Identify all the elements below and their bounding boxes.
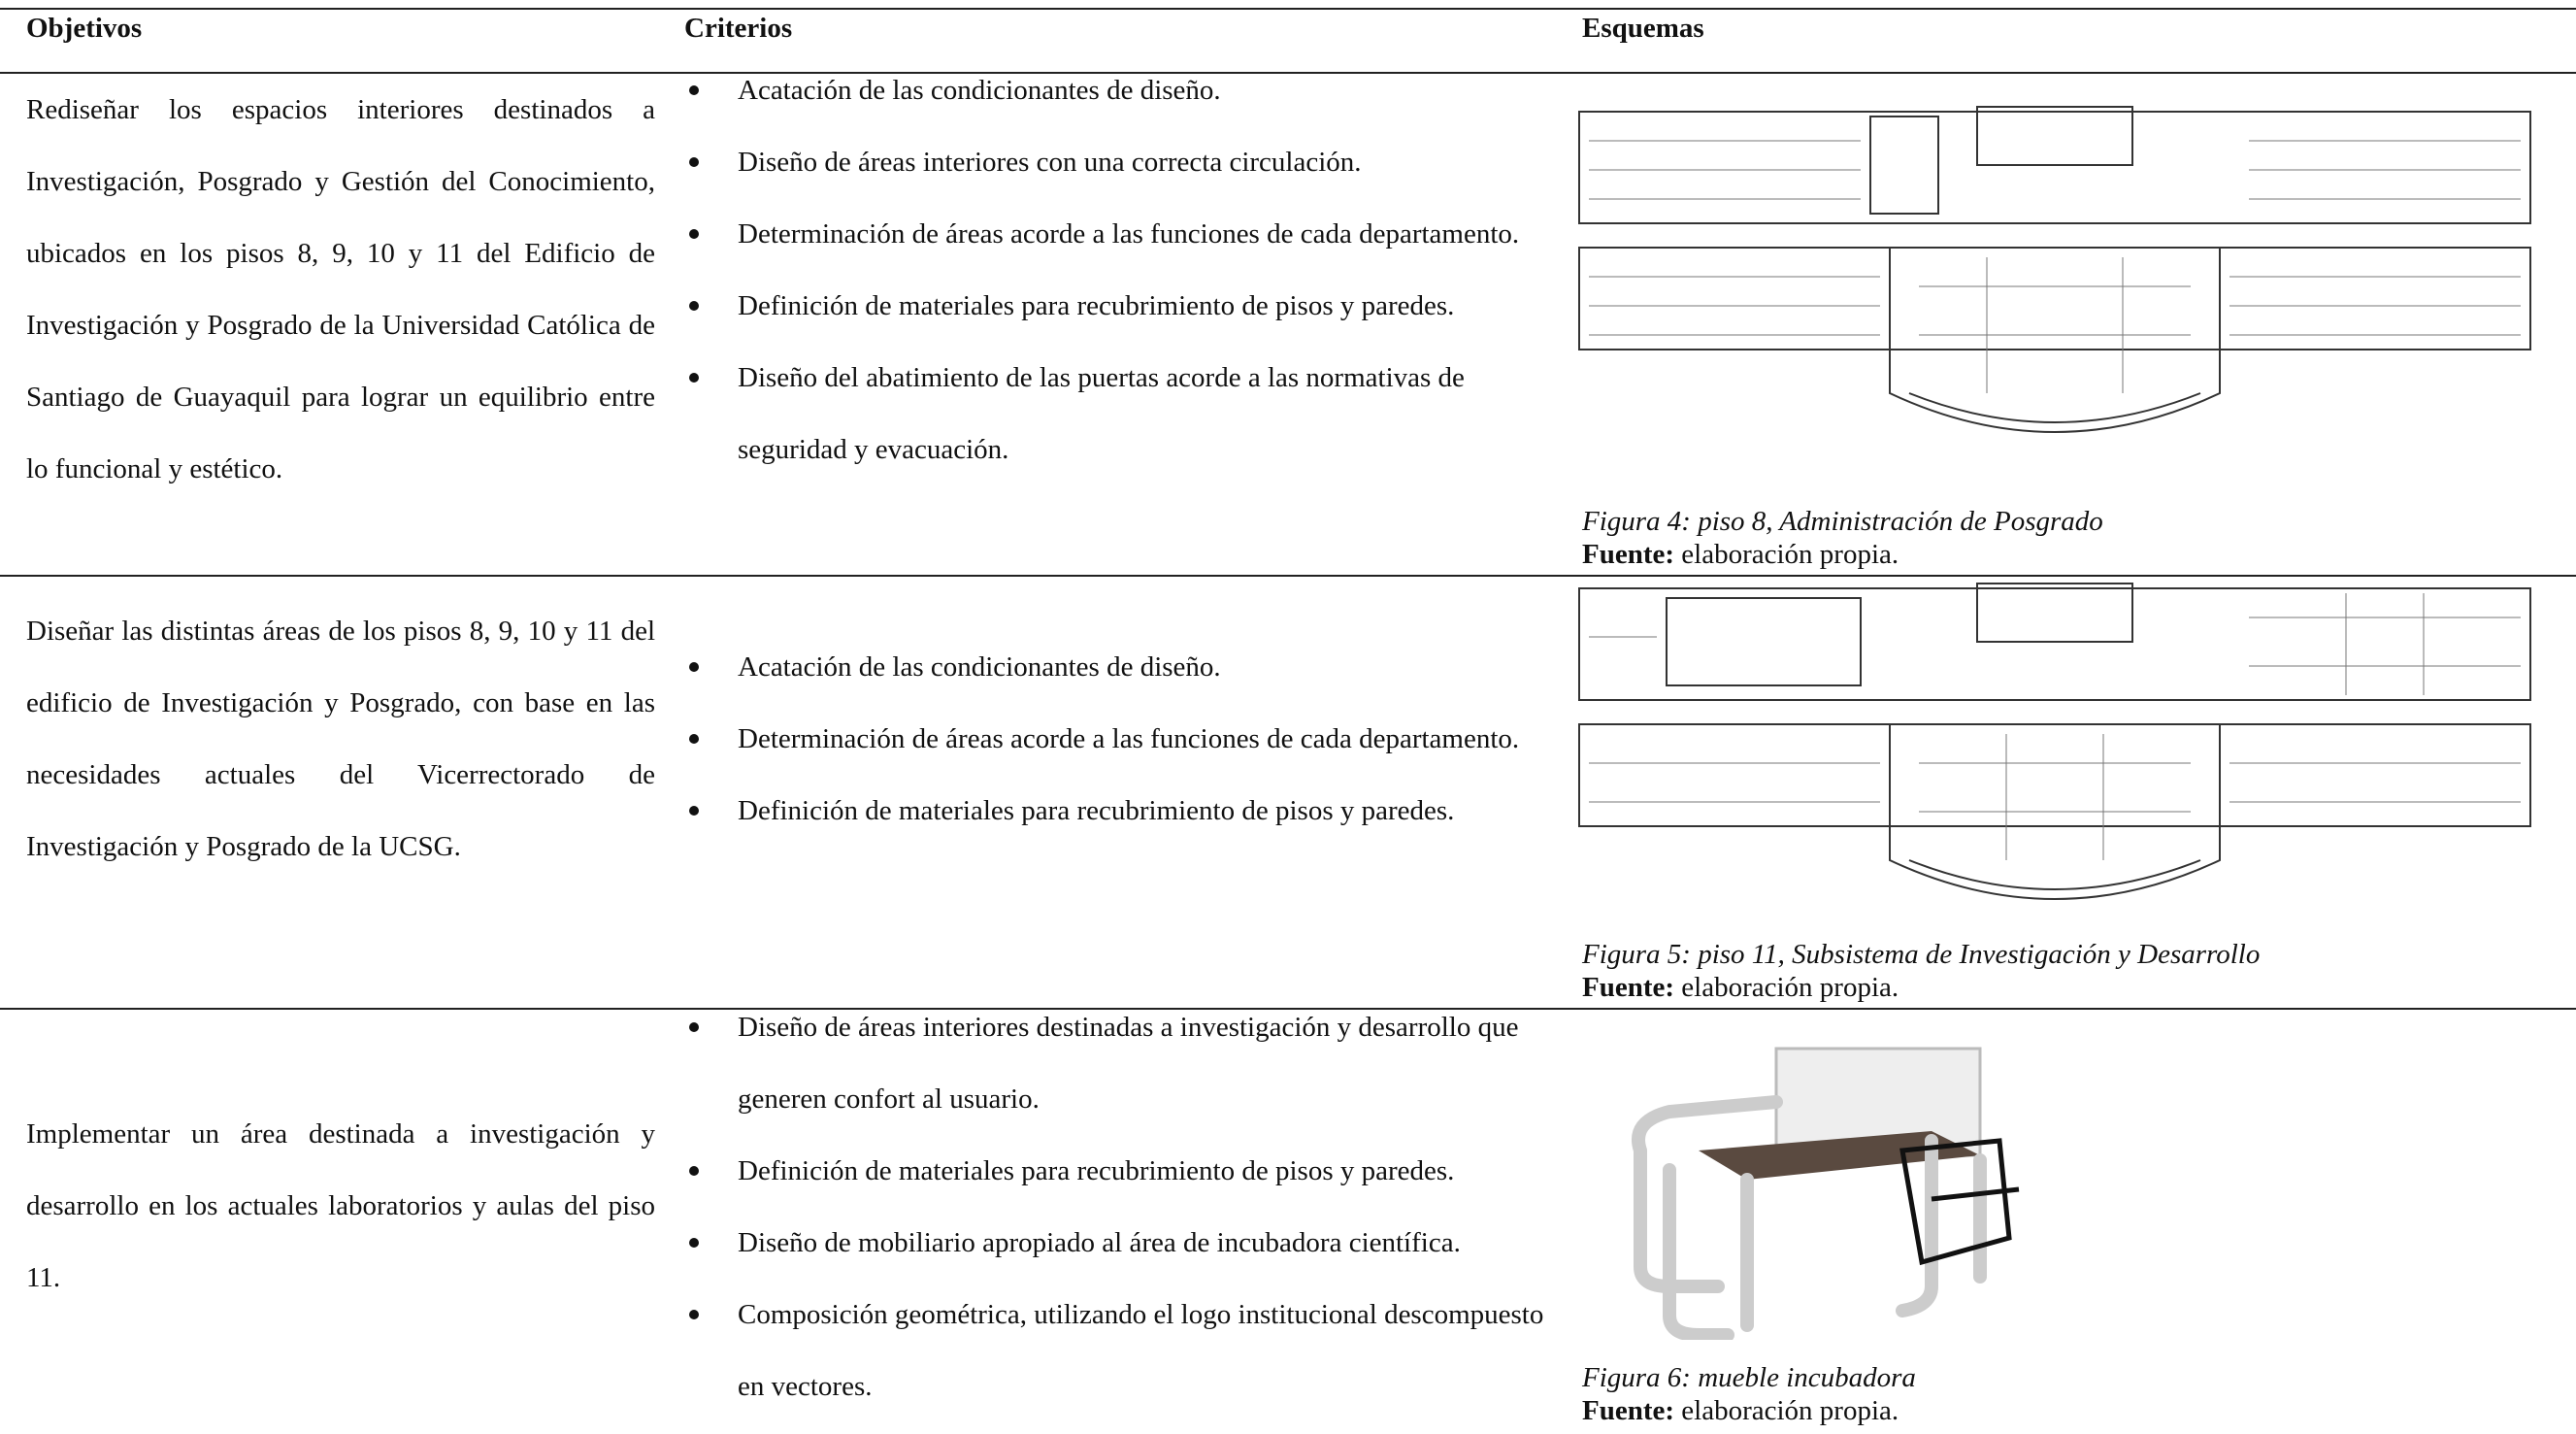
source-label: Fuente: bbox=[1582, 539, 1675, 570]
figure-caption: Figura 5: piso 11, Subsistema de Investi… bbox=[1582, 938, 2260, 1004]
source-text: elaboración propia. bbox=[1681, 972, 1899, 1003]
criterion: Determinación de áreas acorde a las func… bbox=[679, 703, 1553, 775]
caption-text: Figura 6: mueble incubadora bbox=[1582, 1362, 1916, 1393]
rule bbox=[0, 72, 2576, 74]
figure-caption: Figura 4: piso 8, Administración de Posg… bbox=[1582, 505, 2103, 571]
furniture-render bbox=[1632, 1047, 2020, 1340]
criteria-list: Diseño de áreas interiores destinadas a … bbox=[679, 991, 1553, 1422]
floor-plan bbox=[1578, 106, 2531, 433]
criterion: Diseño de áreas interiores con una corre… bbox=[679, 126, 1553, 198]
header-cell: Criterios bbox=[684, 13, 793, 44]
criterion: Definición de materiales para recubrimie… bbox=[679, 1135, 1553, 1207]
header-cell: Esquemas bbox=[1582, 13, 1704, 44]
figure-caption: Figura 6: mueble incubadora Fuente: elabo… bbox=[1582, 1361, 1916, 1427]
caption-text: Figura 4: piso 8, Administración de Posg… bbox=[1582, 506, 2103, 537]
source: Fuente: elaboración propia. bbox=[1582, 971, 2260, 1004]
caption-text: Figura 5: piso 11, Subsistema de Investi… bbox=[1582, 939, 2261, 970]
objective: Diseñar las distintas áreas de los pisos… bbox=[26, 616, 655, 862]
criterion: Definición de materiales para recubrimie… bbox=[679, 270, 1553, 342]
criteria-list: Acatación de las condicionantes de diseñ… bbox=[679, 631, 1553, 847]
objective: Implementar un área destinada a investig… bbox=[26, 1118, 655, 1293]
floor-plan bbox=[1578, 583, 2531, 900]
criterion: Definición de materiales para recubrimie… bbox=[679, 775, 1553, 847]
source-text: elaboración propia. bbox=[1681, 539, 1899, 570]
objective: Rediseñar los espacios interiores destin… bbox=[26, 94, 655, 484]
criterion: Diseño de mobiliario apropiado al área d… bbox=[679, 1207, 1553, 1279]
criterion: Acatación de las condicionantes de diseñ… bbox=[679, 54, 1553, 126]
source-text: elaboración propia. bbox=[1681, 1395, 1899, 1426]
criteria-list: Acatación de las condicionantes de diseñ… bbox=[679, 54, 1553, 485]
source: Fuente: elaboración propia. bbox=[1582, 538, 2103, 571]
criterion: Determinación de áreas acorde a las func… bbox=[679, 198, 1553, 270]
rule bbox=[0, 575, 2576, 577]
source-label: Fuente: bbox=[1582, 972, 1675, 1003]
criterion: Diseño del abatimiento de las puertas ac… bbox=[679, 342, 1553, 485]
header-cell: Objetivos bbox=[26, 13, 143, 44]
rule bbox=[0, 8, 2576, 10]
criterion: Acatación de las condicionantes de diseñ… bbox=[679, 631, 1553, 703]
criterion: Diseño de áreas interiores destinadas a … bbox=[679, 991, 1553, 1135]
source-label: Fuente: bbox=[1582, 1395, 1675, 1426]
rule bbox=[0, 1008, 2576, 1010]
criterion: Composición geométrica, utilizando el lo… bbox=[679, 1279, 1553, 1422]
source: Fuente: elaboración propia. bbox=[1582, 1394, 1916, 1427]
